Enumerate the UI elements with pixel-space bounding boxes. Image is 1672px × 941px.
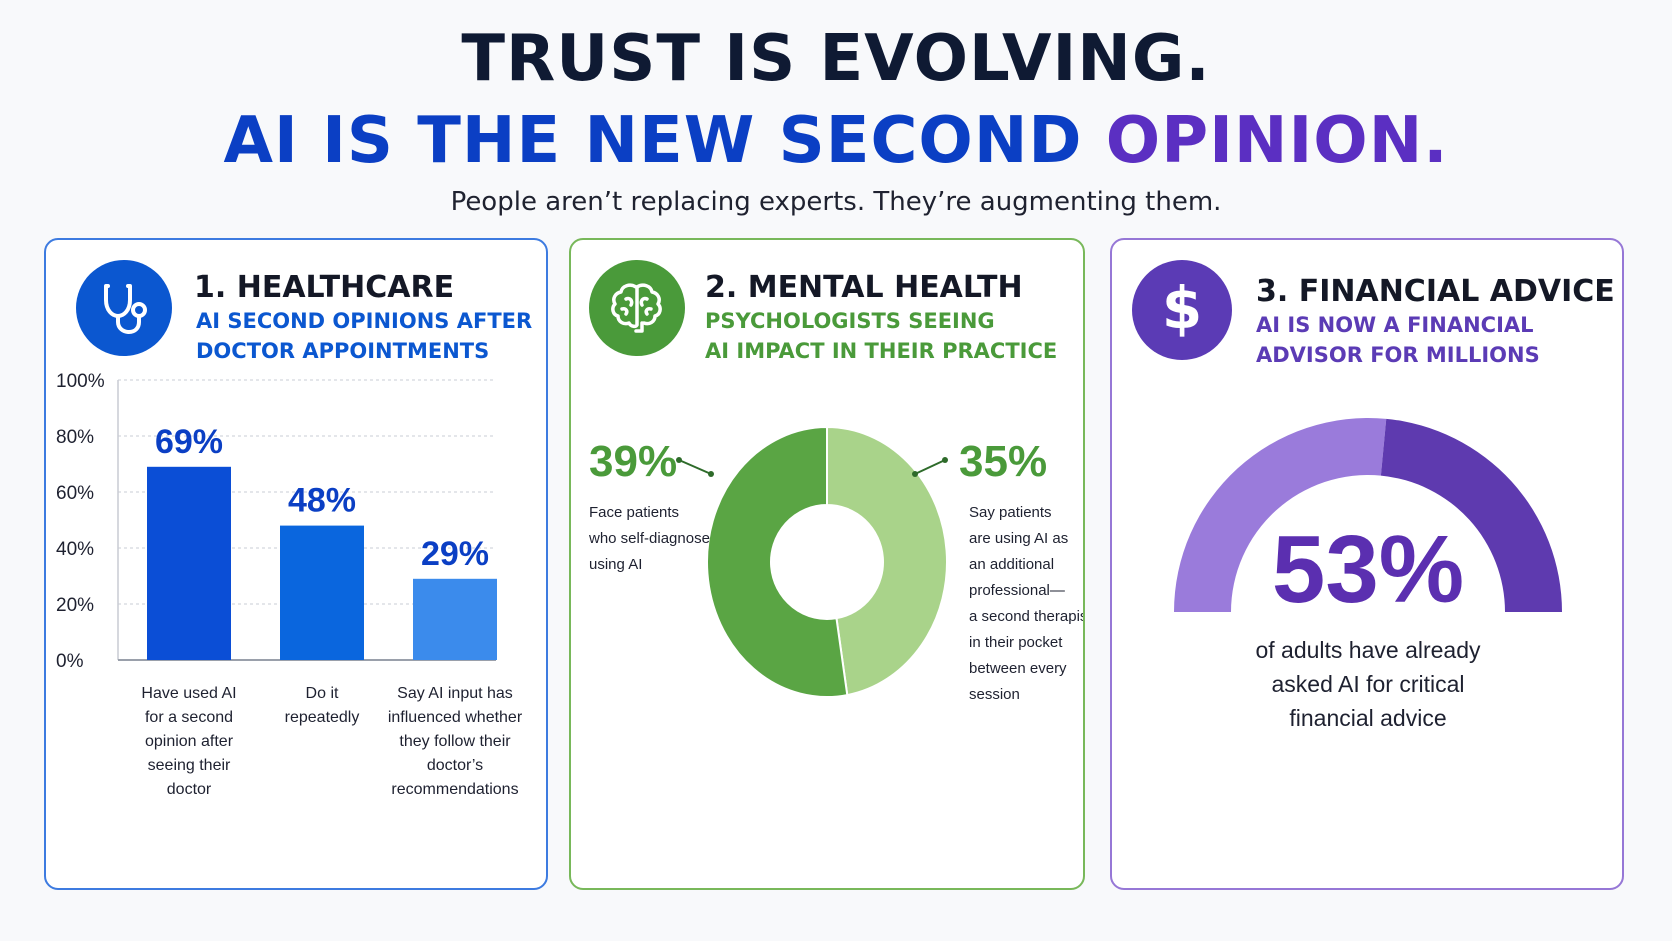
brain-icon (589, 260, 685, 356)
x-category-label: doctor’s (427, 757, 483, 774)
healthcare-bar-chart: 0% 20% 40% 60% 80% 100% 69% Have used AI for a s… (56, 371, 523, 798)
svg-text:$: $ (1162, 280, 1202, 340)
gauge-caption: asked AI for critical (1271, 671, 1464, 697)
slice-description: in their pocket (969, 634, 1063, 651)
slice-description: an additional (969, 556, 1054, 573)
healthcare-subtitle: AI SECOND OPINIONS AFTER DOCTOR APPOINTM… (196, 306, 532, 366)
y-tick-label: 20% (56, 595, 94, 616)
x-category-label: Do it (306, 685, 339, 702)
x-category-label: seeing their (148, 757, 231, 774)
x-category-label: influenced whether (388, 709, 523, 726)
financial-gauge-chart: 53% of adults have already asked AI for cr… (1174, 418, 1562, 731)
x-category-label: for a second (145, 709, 233, 726)
slice-description: professional— (969, 582, 1065, 599)
slice-description: Say patients (969, 504, 1052, 521)
healthcare-subtitle-line2: DOCTOR APPOINTMENTS (196, 339, 490, 363)
bar (147, 466, 231, 660)
y-tick-label: 0% (56, 651, 84, 672)
financial-title: 3. FINANCIAL ADVICE (1256, 274, 1615, 309)
slice-description: using AI (589, 556, 642, 573)
mental-health-panel: 2. MENTAL HEALTH PSYCHOLOGISTS SEEING AI… (569, 238, 1085, 890)
bar (280, 525, 364, 660)
healthcare-panel: 1. HEALTHCARE AI SECOND OPINIONS AFTER D… (44, 238, 548, 890)
slice-leader-dot (708, 471, 714, 477)
financial-panel: $ 3. FINANCIAL ADVICE AI IS NOW A FINANC… (1110, 238, 1624, 890)
mental-health-title: 2. MENTAL HEALTH (705, 270, 1023, 305)
bar-value-label: 48% (288, 482, 356, 520)
y-tick-label: 100% (56, 371, 105, 392)
page-title-line2: AI IS THE NEW SECOND OPINION. (0, 104, 1672, 178)
slice-leader-dot (676, 457, 682, 463)
bar-value-label: 29% (421, 535, 489, 573)
healthcare-subtitle-line1: AI SECOND OPINIONS AFTER (196, 309, 533, 333)
page-title-line2-blue: AI IS THE NEW SECOND (223, 104, 1106, 178)
dollar-icon: $ (1132, 260, 1232, 360)
x-category-label: repeatedly (285, 709, 360, 726)
mental-health-subtitle: PSYCHOLOGISTS SEEING AI IMPACT IN THEIR … (705, 306, 1057, 366)
x-category-label: opinion after (145, 733, 234, 750)
mental-health-subtitle-line2: AI IMPACT IN THEIR PRACTICE (705, 339, 1058, 363)
slice-leader-dot (942, 457, 948, 463)
page-title-line2-purple: OPINION. (1105, 104, 1449, 178)
slice-description: a second therapist (969, 608, 1083, 625)
mental-health-donut-chart: 39% Face patients who self-diagnose using A… (588, 425, 1083, 703)
financial-subtitle-line2: ADVISOR FOR MILLIONS (1256, 343, 1540, 367)
financial-subtitle-line1: AI IS NOW A FINANCIAL (1256, 313, 1534, 337)
page-title-line1: TRUST IS EVOLVING. (461, 22, 1211, 96)
slice-value-label: 35% (959, 437, 1047, 486)
bar (413, 578, 497, 660)
x-category-label: Say AI input has (397, 685, 513, 702)
x-category-label: they follow their (399, 733, 511, 750)
slice-value-label: 39% (589, 437, 677, 486)
gauge-caption: of adults have already (1255, 637, 1481, 663)
slice-description: who self-diagnose (588, 530, 710, 547)
gauge-segment (1174, 418, 1387, 612)
x-category-label: recommendations (391, 781, 518, 798)
mental-health-subtitle-line1: PSYCHOLOGISTS SEEING (705, 309, 995, 333)
donut-slice (826, 425, 948, 697)
bar-value-label: 69% (155, 423, 223, 461)
x-category-label: doctor (167, 781, 212, 798)
slice-leader-line (914, 459, 946, 475)
stethoscope-icon (76, 260, 172, 356)
slice-leader-line (678, 459, 712, 475)
financial-subtitle: AI IS NOW A FINANCIAL ADVISOR FOR MILLIO… (1256, 310, 1540, 370)
slice-description: are using AI as (969, 530, 1068, 547)
slice-description: session (969, 686, 1020, 703)
donut-slice (706, 425, 849, 698)
x-category-label: Have used AI (141, 685, 236, 702)
page-subtitle: People aren’t replacing experts. They’re… (450, 187, 1222, 217)
y-tick-label: 80% (56, 427, 94, 448)
gauge-value-label: 53% (1272, 516, 1464, 623)
y-tick-label: 60% (56, 483, 94, 504)
gauge-caption: financial advice (1289, 705, 1446, 731)
gauge-segment (1380, 418, 1562, 612)
healthcare-title: 1. HEALTHCARE (194, 270, 455, 305)
slice-leader-dot (912, 471, 918, 477)
slice-description: between every (969, 660, 1067, 677)
slice-description: Face patients (589, 504, 679, 521)
y-tick-label: 40% (56, 539, 94, 560)
